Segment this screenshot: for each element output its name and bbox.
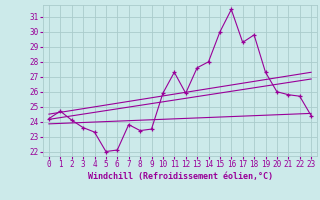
- X-axis label: Windchill (Refroidissement éolien,°C): Windchill (Refroidissement éolien,°C): [87, 172, 273, 181]
